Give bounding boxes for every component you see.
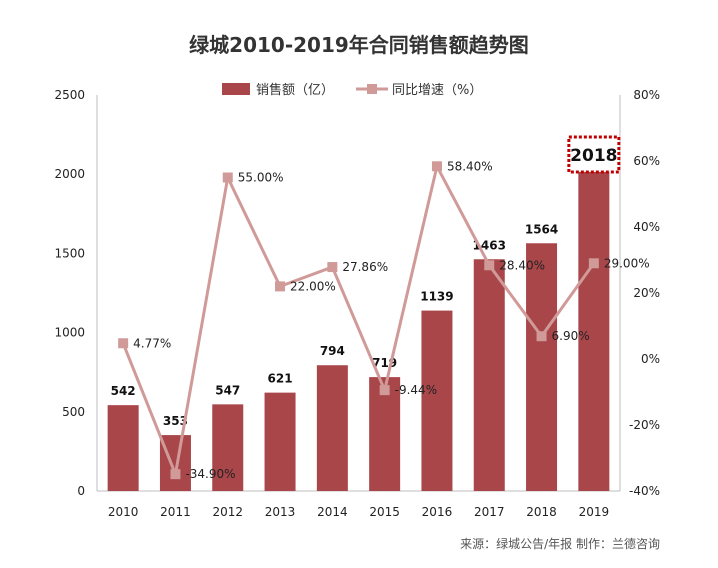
right-tick-label: -40% (629, 484, 660, 498)
growth-marker (118, 338, 129, 349)
highlight-value: 2018 (570, 146, 617, 166)
bar (369, 377, 401, 491)
bar-data-label: 353 (163, 414, 188, 428)
x-axis-ticks: 2010 2011 2012 2013 2014 2015 2016 2017 2018 2019 (108, 505, 609, 519)
left-tick-label: 2000 (54, 167, 85, 181)
bar-data-label: 1139 (420, 290, 453, 304)
x-tick-label: 2015 (369, 505, 400, 519)
right-tick-label: 20% (633, 286, 660, 300)
legend: 销售额（亿） 同比增速（%） (222, 82, 482, 98)
legend-bar-swatch (222, 83, 250, 95)
growth-data-label: 4.77% (133, 336, 171, 350)
right-tick-label: 40% (633, 220, 660, 234)
right-tick-label: -20% (629, 418, 660, 432)
growth-marker (431, 161, 442, 172)
bar (578, 171, 610, 491)
bar (264, 392, 296, 491)
left-tick-label: 500 (62, 405, 85, 419)
x-tick-label: 2018 (526, 505, 557, 519)
growth-marker (588, 258, 599, 269)
left-tick-label: 1000 (54, 326, 85, 340)
growth-marker (536, 331, 547, 342)
chart-title: 绿城2010-2019年合同销售额趋势图 (189, 33, 529, 57)
growth-data-label: 29.00% (604, 256, 650, 270)
growth-data-label: -9.44% (395, 383, 437, 397)
bar-data-label: 1564 (525, 222, 558, 236)
growth-line-series (118, 161, 599, 480)
bar (212, 404, 244, 491)
legend-bar-label: 销售额（亿） (256, 82, 334, 98)
growth-data-label: -34.90% (185, 467, 235, 481)
bar-data-label: 621 (268, 372, 293, 386)
highlight-box: 2018 (567, 135, 621, 174)
growth-marker (222, 172, 233, 183)
bar-data-label: 794 (320, 344, 345, 358)
growth-data-labels: 4.77% -34.90% 55.00% 22.00% 27.86% -9.44% 58.4… (133, 159, 649, 481)
growth-marker (275, 281, 286, 292)
bar (526, 243, 558, 491)
legend-line-marker (367, 84, 377, 94)
left-axis-ticks: 0 500 1000 1500 2000 2500 (54, 88, 85, 498)
right-tick-label: 60% (633, 154, 660, 168)
right-tick-label: 80% (633, 88, 660, 102)
growth-data-label: 22.00% (290, 279, 336, 293)
bar-data-label: 542 (111, 384, 136, 398)
x-tick-label: 2011 (160, 505, 191, 519)
x-tick-label: 2013 (265, 505, 296, 519)
growth-marker (170, 469, 181, 480)
bar (473, 259, 505, 491)
bar (316, 365, 348, 491)
x-tick-label: 2016 (422, 505, 453, 519)
growth-marker (484, 260, 495, 271)
growth-data-label: 28.40% (499, 258, 545, 272)
growth-data-label: 6.90% (552, 329, 590, 343)
growth-data-label: 55.00% (238, 171, 284, 185)
left-tick-label: 2500 (54, 88, 85, 102)
x-tick-label: 2019 (579, 505, 610, 519)
growth-data-label: 58.40% (447, 159, 493, 173)
bar-data-label: 547 (215, 383, 240, 397)
growth-marker (327, 262, 338, 273)
x-tick-label: 2014 (317, 505, 348, 519)
growth-data-label: 27.86% (342, 260, 388, 274)
bar (421, 310, 453, 491)
right-tick-label: 0% (641, 352, 660, 366)
source-note: 来源：绿城公告/年报 制作：兰德咨询 (460, 536, 660, 551)
x-tick-label: 2010 (108, 505, 139, 519)
growth-line (121, 164, 596, 476)
left-tick-label: 0 (77, 484, 85, 498)
highlight-border (567, 135, 621, 174)
right-axis-ticks: -40% -20% 0% 20% 40% 60% 80% (629, 88, 660, 498)
x-tick-label: 2012 (212, 505, 243, 519)
bar (107, 405, 139, 491)
left-tick-label: 1500 (54, 246, 85, 260)
x-tick-label: 2017 (474, 505, 505, 519)
growth-marker (379, 385, 390, 396)
bar-series (107, 171, 610, 491)
legend-line-label: 同比增速（%） (392, 83, 482, 98)
